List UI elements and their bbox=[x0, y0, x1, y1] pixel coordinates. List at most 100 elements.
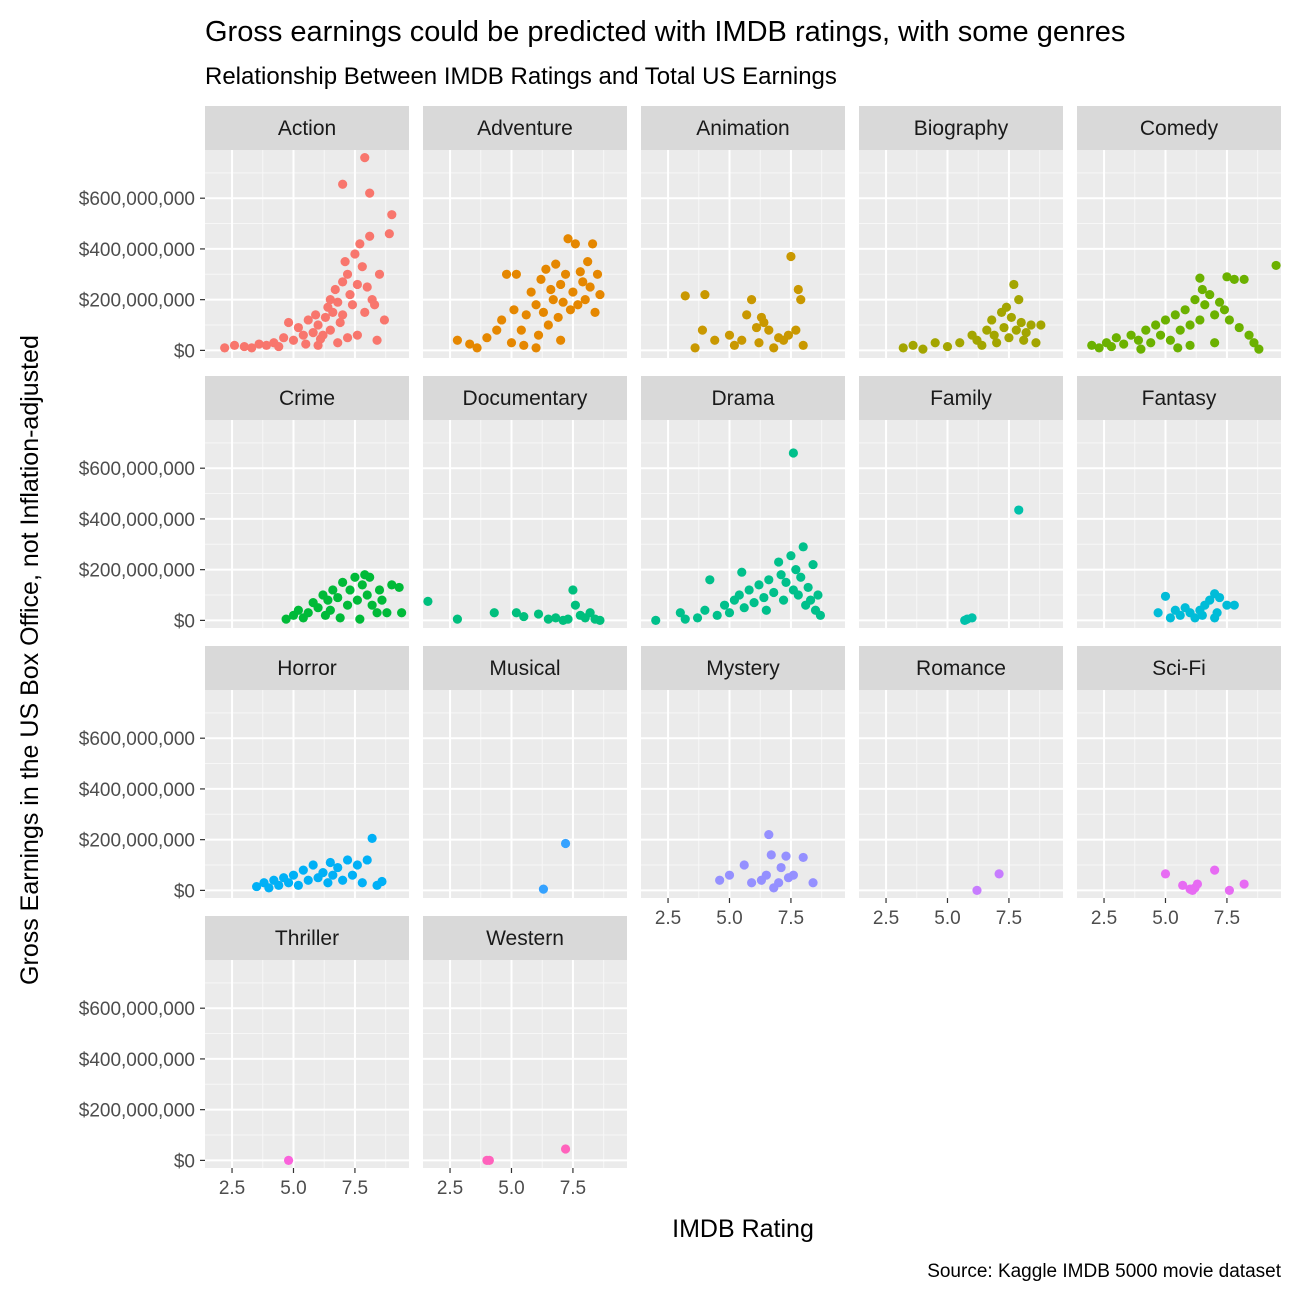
data-point bbox=[1031, 338, 1041, 348]
data-point bbox=[274, 341, 284, 352]
data-point bbox=[374, 585, 385, 595]
data-point bbox=[796, 572, 806, 582]
facet-mystery: Mystery 2.5 5.0 7.5 bbox=[641, 646, 845, 929]
facet-western: Western 2.5 5.0 7.5 bbox=[423, 916, 627, 1199]
data-point bbox=[568, 287, 578, 297]
data-point bbox=[1141, 325, 1151, 335]
y-tick-label: $0 bbox=[174, 1151, 195, 1172]
data-point bbox=[1016, 317, 1026, 328]
data-point bbox=[766, 850, 776, 860]
data-point bbox=[791, 325, 801, 335]
facet-documentary: Documentary bbox=[423, 376, 627, 628]
data-point bbox=[538, 307, 549, 317]
y-tick-label: $0 bbox=[174, 881, 195, 902]
data-point bbox=[325, 295, 335, 305]
data-point bbox=[734, 590, 744, 600]
data-point bbox=[367, 600, 377, 610]
panel-background bbox=[1077, 420, 1281, 628]
data-point bbox=[769, 587, 779, 598]
data-point bbox=[573, 300, 583, 310]
facet-label: Romance bbox=[916, 657, 1006, 680]
facet-adventure: Adventure bbox=[423, 106, 627, 358]
data-point bbox=[590, 307, 600, 317]
x-tick-label: 2.5 bbox=[437, 1178, 463, 1199]
data-point bbox=[342, 855, 353, 865]
data-point bbox=[352, 330, 362, 340]
data-point bbox=[347, 870, 358, 880]
data-point bbox=[509, 305, 519, 315]
x-tick-label: 7.5 bbox=[560, 1178, 586, 1199]
data-point bbox=[338, 179, 348, 189]
data-point bbox=[247, 343, 257, 353]
facet-animation: Animation bbox=[641, 106, 845, 358]
data-point bbox=[700, 289, 710, 300]
facet-label: Biography bbox=[914, 117, 1009, 140]
data-point bbox=[546, 284, 556, 295]
x-tick-label: 2.5 bbox=[655, 908, 681, 929]
data-point bbox=[252, 881, 262, 892]
data-point bbox=[580, 295, 590, 305]
data-point bbox=[1178, 880, 1188, 890]
data-point bbox=[357, 580, 367, 590]
data-point bbox=[452, 335, 463, 345]
x-tick-label: 2.5 bbox=[873, 908, 899, 929]
data-point bbox=[1006, 312, 1016, 323]
data-point bbox=[536, 274, 546, 284]
data-point bbox=[320, 610, 331, 620]
data-point bbox=[519, 611, 529, 622]
data-point bbox=[690, 343, 700, 353]
data-point bbox=[759, 317, 769, 328]
data-point bbox=[1185, 340, 1195, 350]
data-point bbox=[803, 582, 813, 593]
facet-biography: Biography bbox=[859, 106, 1063, 358]
x-tick-label: 7.5 bbox=[342, 1178, 368, 1199]
panel-background bbox=[205, 420, 409, 628]
data-point bbox=[786, 551, 796, 561]
data-point bbox=[1014, 295, 1024, 305]
data-point bbox=[229, 340, 240, 350]
data-point bbox=[308, 328, 318, 338]
data-point bbox=[352, 860, 362, 870]
data-point bbox=[793, 284, 803, 295]
data-point bbox=[311, 310, 321, 320]
data-point bbox=[798, 852, 808, 863]
data-point bbox=[815, 610, 826, 620]
data-point bbox=[328, 870, 338, 880]
data-point bbox=[362, 855, 372, 865]
panel-background bbox=[205, 960, 409, 1168]
facet-family: Family bbox=[859, 376, 1063, 628]
data-point bbox=[918, 344, 928, 354]
data-point bbox=[1205, 595, 1215, 605]
data-point bbox=[585, 608, 595, 618]
y-tick-label: $200,000,000 bbox=[79, 561, 195, 582]
data-point bbox=[333, 338, 343, 348]
data-point bbox=[293, 880, 303, 890]
data-point bbox=[1212, 608, 1222, 618]
data-point bbox=[283, 1155, 294, 1165]
data-point bbox=[791, 565, 801, 575]
data-point bbox=[805, 595, 816, 605]
data-point bbox=[220, 343, 230, 353]
facet-fantasy: Fantasy bbox=[1077, 376, 1281, 628]
data-point bbox=[548, 295, 558, 305]
data-point bbox=[328, 585, 338, 595]
data-point bbox=[325, 857, 335, 868]
facet-label: Horror bbox=[277, 657, 337, 680]
facet-label: Sci-Fi bbox=[1152, 657, 1206, 680]
data-point bbox=[357, 878, 367, 888]
data-point bbox=[705, 575, 715, 585]
data-point bbox=[781, 851, 791, 861]
data-point bbox=[379, 315, 390, 325]
data-point bbox=[724, 870, 735, 880]
data-point bbox=[798, 542, 808, 552]
data-point bbox=[387, 210, 397, 220]
facet-label: Crime bbox=[279, 387, 335, 410]
facet-crime: Crime $0 $200,000,000 $400,000,000 $600,000,… bbox=[79, 376, 409, 632]
data-point bbox=[1185, 320, 1195, 330]
data-point bbox=[541, 264, 551, 274]
data-point bbox=[556, 279, 566, 290]
data-point bbox=[560, 269, 571, 279]
data-point bbox=[335, 613, 345, 623]
data-point bbox=[1210, 865, 1220, 875]
data-point bbox=[472, 343, 482, 353]
